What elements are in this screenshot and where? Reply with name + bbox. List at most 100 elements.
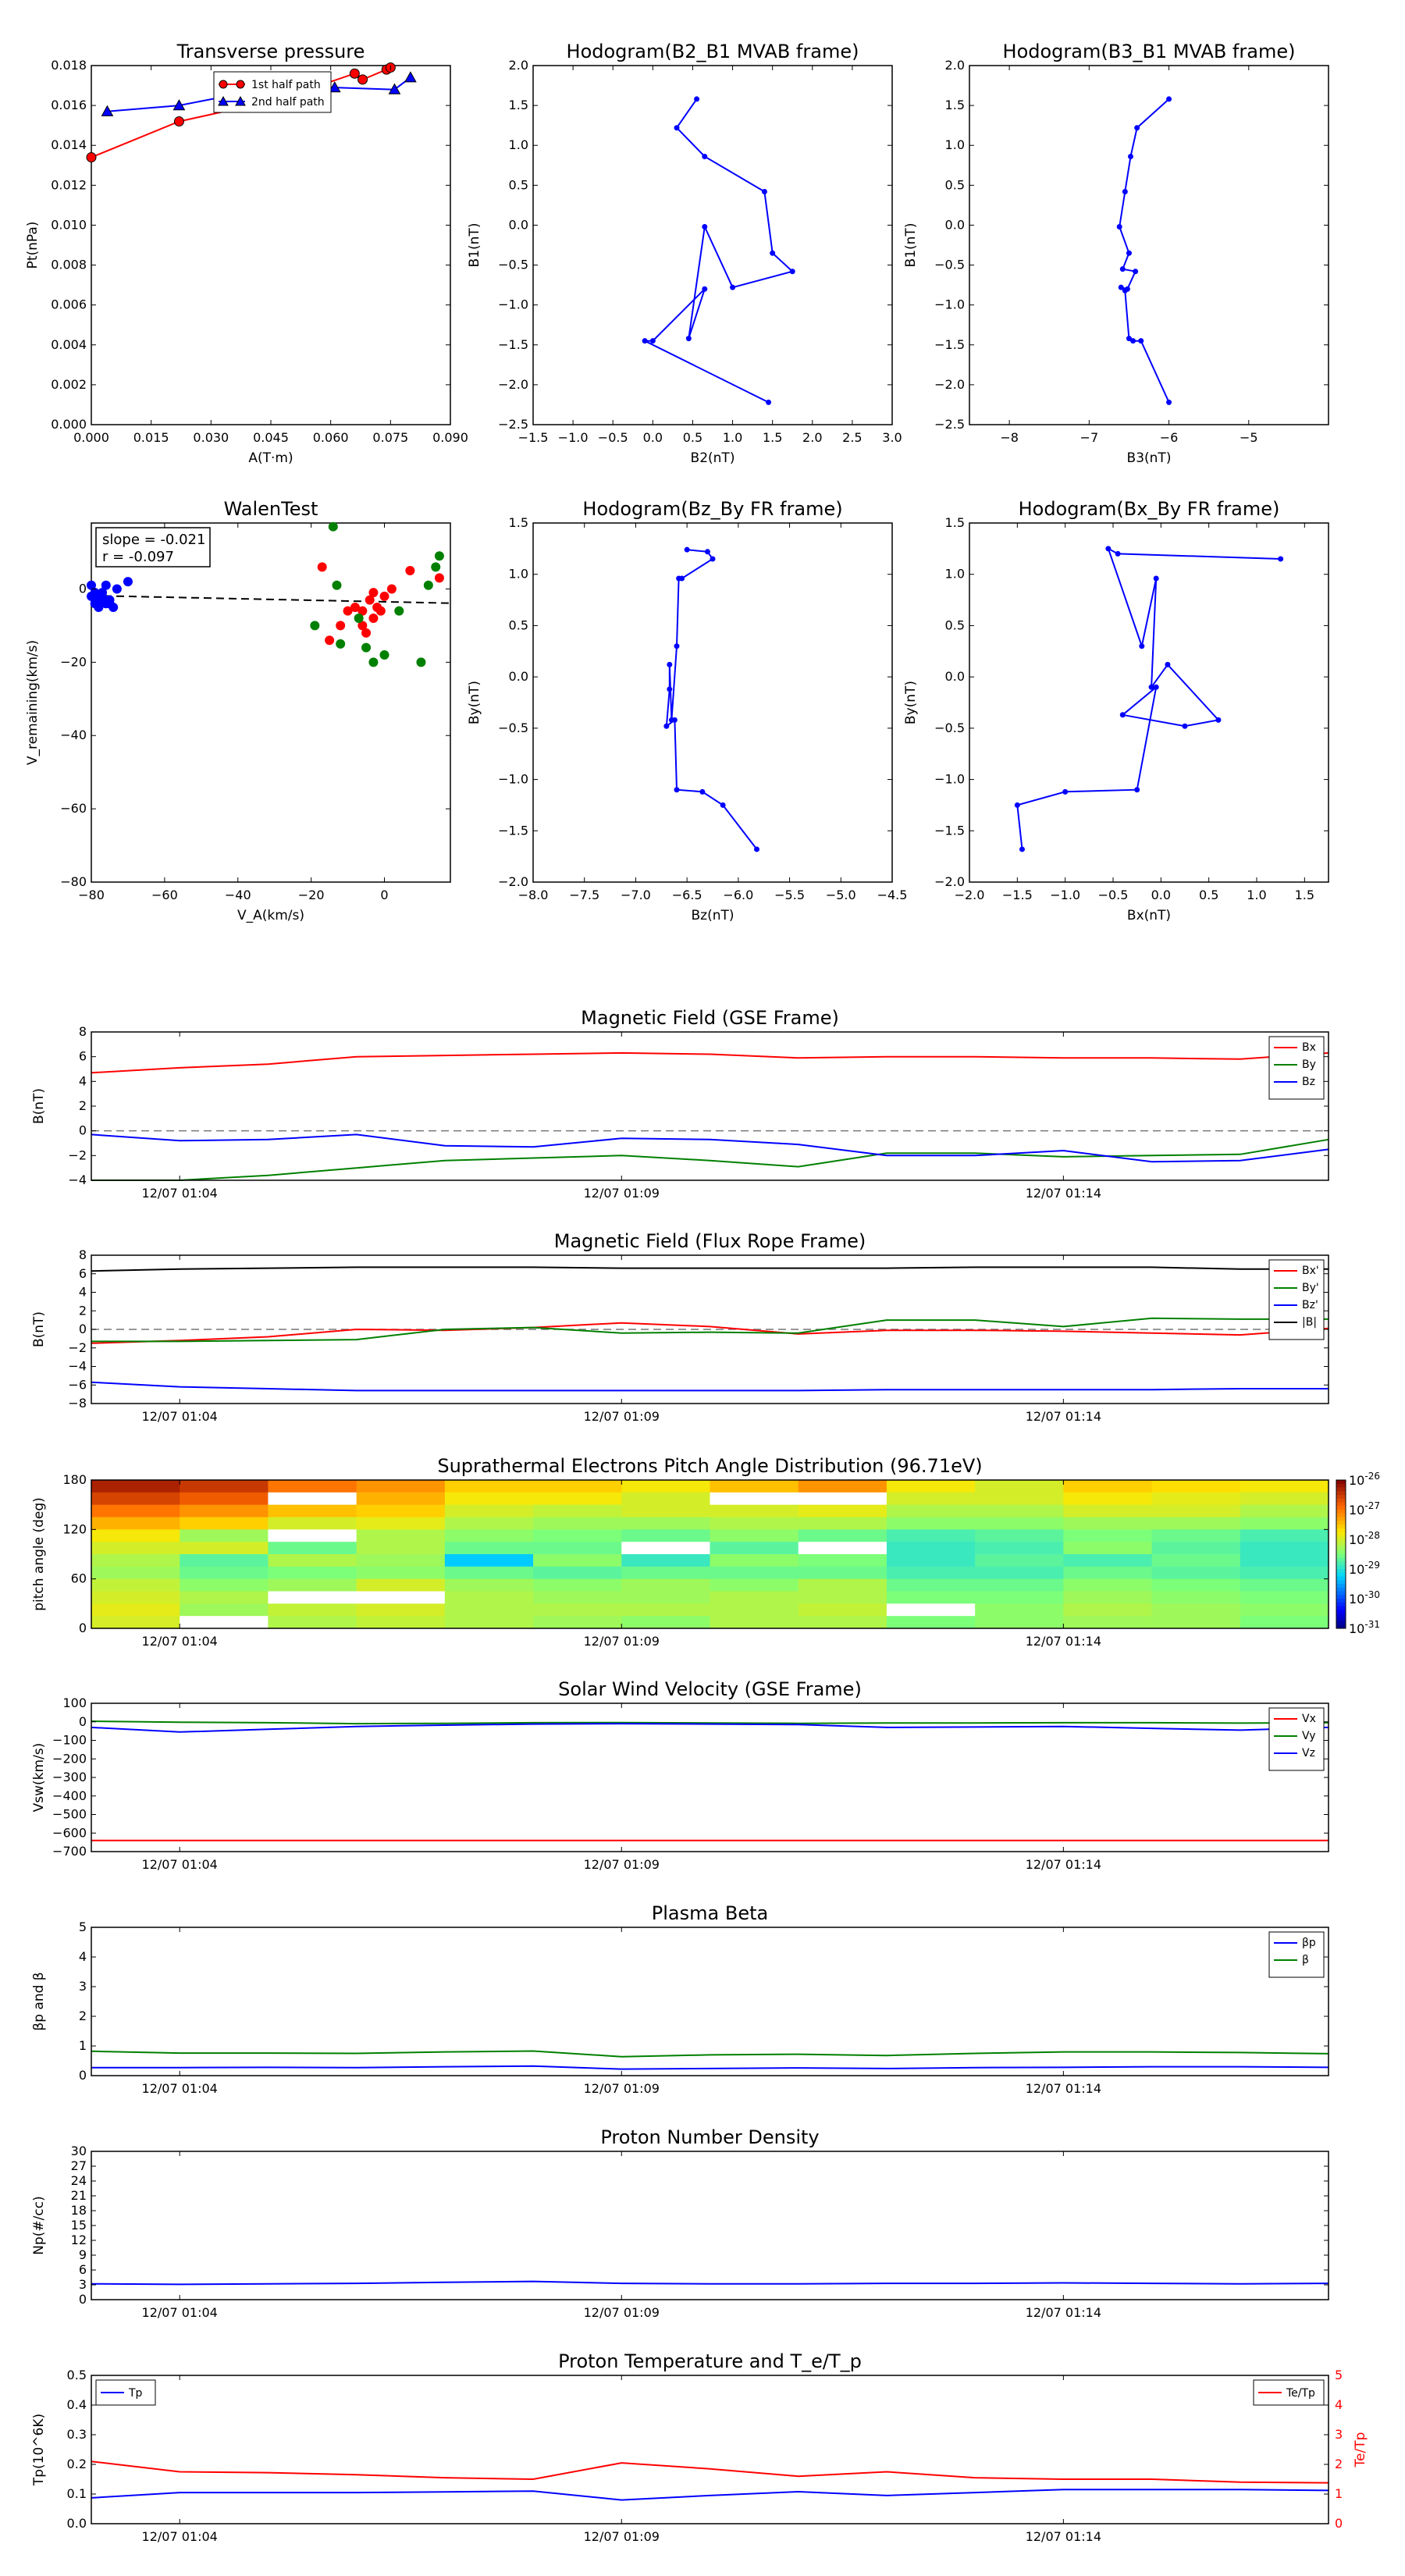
mf_fr-series-line-2 <box>91 1381 1329 1392</box>
walen-data-point <box>87 591 96 601</box>
mf_gse-legend-label: Bx <box>1302 1041 1316 1054</box>
sw-chart: Solar Wind Velocity (GSE Frame) −700 −600 −… <box>31 1678 1329 1872</box>
pad-heatmap-cell <box>268 1566 357 1580</box>
h1-data-point <box>685 336 692 342</box>
pad-heatmap-cell <box>268 1591 357 1604</box>
mf_fr-series-line-1 <box>91 1317 1329 1343</box>
pad-heatmap-cell <box>621 1480 710 1493</box>
h1-data-point <box>789 269 795 275</box>
pad-heatmap-cell <box>798 1616 887 1629</box>
h1-series-line-0 <box>644 98 795 404</box>
tp-legend: 1st half path 2nd half path <box>213 71 332 113</box>
tp-ytick-label: 0.010 <box>51 217 87 232</box>
h2-ytick-label: −2.5 <box>934 417 965 432</box>
h4-xtick-label: −2.0 <box>955 888 985 902</box>
pad-xtick-label: 12/07 01:04 <box>142 1634 218 1649</box>
mf_gse-title: Magnetic Field (GSE Frame) <box>581 1007 839 1029</box>
h1-data-point <box>702 223 708 229</box>
pad-heatmap-cell <box>444 1554 534 1567</box>
h1-data-point <box>770 250 776 256</box>
np-xtick-label: 12/07 01:09 <box>584 2305 660 2320</box>
sw-ytick-label: −200 <box>52 1751 87 1766</box>
pad-heatmap-cell <box>533 1616 622 1629</box>
h4-xtick-label: −1.0 <box>1050 888 1080 902</box>
tp-ytick-label: 0.002 <box>51 377 87 392</box>
pad-colorbar-label: 10-31 <box>1349 1619 1380 1636</box>
pad-colorbar-step <box>1336 1602 1346 1606</box>
h3-xtick-label: −6.5 <box>672 888 702 902</box>
mf_gse-ytick-label: −2 <box>68 1147 87 1162</box>
temp-series-line-1 <box>91 2460 1329 2484</box>
h1-xtick-label: −1.0 <box>558 430 589 445</box>
h2-data-point <box>1122 287 1128 294</box>
h2-xtick-label: −8 <box>1000 430 1019 445</box>
pad-colorbar-step <box>1336 1565 1346 1570</box>
h3-ytick-label: −1.5 <box>498 823 528 838</box>
mf_gse-ylabel: B(nT) <box>31 1088 47 1124</box>
pad-heatmap-cell <box>268 1504 357 1517</box>
pad-colorbar-step <box>1336 1561 1346 1566</box>
np-ytick-label: 18 <box>71 2203 87 2218</box>
pad-heatmap-cell <box>91 1554 180 1567</box>
pad-colorbar-step <box>1336 1542 1346 1547</box>
mf_fr-ytick-label: 6 <box>79 1266 87 1281</box>
h1-xtick-label: −0.5 <box>598 430 628 445</box>
h4-xtick-label: −1.5 <box>1002 888 1033 902</box>
walen-data-point <box>431 562 441 572</box>
pad-ylabel: pitch angle (deg) <box>31 1497 47 1611</box>
pad-colorbar-step <box>1336 1535 1346 1540</box>
h4-data-point <box>1105 546 1112 552</box>
pad-heatmap-cell <box>533 1480 622 1493</box>
pad-heatmap-cell <box>975 1616 1064 1629</box>
tp-data-point <box>388 83 401 94</box>
pad-heatmap-cell <box>444 1542 534 1555</box>
pad-heatmap-cell <box>91 1492 180 1506</box>
tp-data-point <box>404 71 417 83</box>
pad-heatmap-cell <box>180 1566 269 1580</box>
pad-colorbar-step <box>1336 1569 1346 1574</box>
sw-ylabel: Vsw(km/s) <box>31 1743 47 1813</box>
tp-data-point <box>86 152 97 163</box>
pad-heatmap-cell <box>710 1542 799 1555</box>
pad-colorbar-step <box>1336 1587 1346 1592</box>
pad-heatmap-cell <box>1063 1480 1153 1493</box>
h2-series-line-0 <box>1119 98 1170 403</box>
tp-ytick-label: 0.008 <box>51 258 87 272</box>
beta-legend-box <box>1268 1931 1325 1978</box>
pad-heatmap-cell <box>91 1591 180 1604</box>
temp-series-line-0 <box>91 2489 1329 2501</box>
h2-ytick-label: 0.0 <box>945 217 965 232</box>
mf_gse-ytick-label: 8 <box>79 1024 87 1039</box>
tp-xtick-label: 0.075 <box>372 430 408 445</box>
pad-heatmap-cell <box>180 1554 269 1567</box>
sw-ytick-label: −700 <box>52 1844 87 1859</box>
pad-colorbar-step <box>1336 1557 1346 1562</box>
walen-data-point <box>386 584 397 594</box>
tp-legend-box <box>213 71 332 113</box>
tp-xtick-label: 0.060 <box>313 430 349 445</box>
pad-colorbar-step <box>1336 1495 1346 1500</box>
mf_gse-legend-label: By <box>1302 1059 1316 1071</box>
h1-ytick-label: −0.5 <box>498 258 528 272</box>
pad-heatmap-cell <box>533 1591 622 1604</box>
pad-heatmap-cell <box>91 1578 180 1592</box>
walen-chart: WalenTest −80 −60 −40 −20 0 −80 −60 −40 −20 0 V_A(k… <box>25 498 451 923</box>
tp-legend-marker <box>219 80 228 89</box>
beta-ytick-label: 0 <box>79 2068 87 2083</box>
mf_fr-xtick-label: 12/07 01:09 <box>584 1409 660 1424</box>
h1-ylabel: B1(nT) <box>467 223 482 268</box>
pad-colorbar-label-base: 10 <box>1349 1532 1364 1547</box>
h2-data-point <box>1126 336 1132 342</box>
pad-heatmap-cell <box>1151 1542 1241 1555</box>
mf_gse-xtick-label: 12/07 01:14 <box>1026 1186 1101 1201</box>
pad-colorbar-step <box>1336 1498 1346 1503</box>
walen-data-point <box>368 614 379 624</box>
pad-heatmap-cell <box>444 1517 534 1530</box>
pad-heatmap-cell <box>798 1492 887 1506</box>
mf_gse-ytick-label: 6 <box>79 1049 87 1064</box>
sw-xtick-label: 12/07 01:14 <box>1026 1857 1101 1872</box>
h3-series-line-0 <box>665 549 758 850</box>
pad-colorbar-step <box>1336 1483 1346 1488</box>
pad-heatmap-cell <box>1063 1542 1153 1555</box>
pad-colorbar-step <box>1336 1487 1346 1492</box>
